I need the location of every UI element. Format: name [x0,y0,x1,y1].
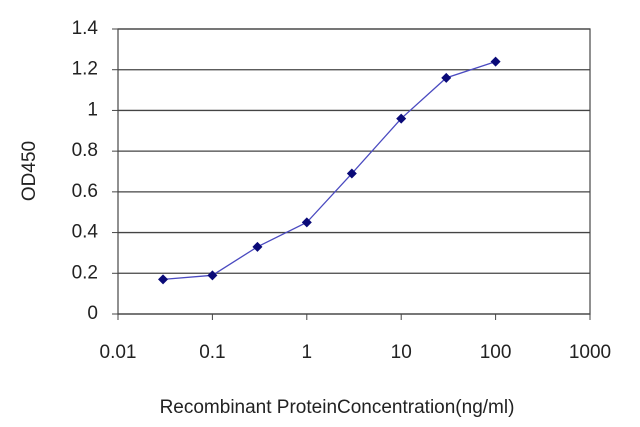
data-point [158,274,169,285]
x-tick-label: 100 [480,342,512,363]
x-tick-label: 10 [391,342,412,363]
x-tick-label: 1 [302,342,313,363]
data-point [441,72,452,83]
x-tick-label: 1000 [569,342,611,363]
series-line [162,60,496,281]
y-tick-label: 1.2 [72,59,98,80]
x-tick-label: 0.01 [100,342,137,363]
data-point [252,241,263,252]
data-point [346,168,357,179]
data-point [396,113,407,124]
y-tick-label: 0.8 [72,140,98,161]
y-tick-label: 0.6 [72,181,98,202]
y-tick-label: 1.4 [72,18,99,39]
y-axis-label: OD450 [19,141,40,201]
y-tick-label: 0.2 [72,262,98,283]
data-point [301,217,312,228]
y-tick-label: 0 [87,303,98,324]
x-tick-label: 0.1 [199,342,225,363]
x-axis-label: Recombinant ProteinConcentration(ng/ml) [160,397,515,418]
data-point [207,270,218,281]
y-tick-label: 0.4 [72,222,99,243]
data-point [490,56,501,67]
y-tick-label: 1 [87,99,98,120]
